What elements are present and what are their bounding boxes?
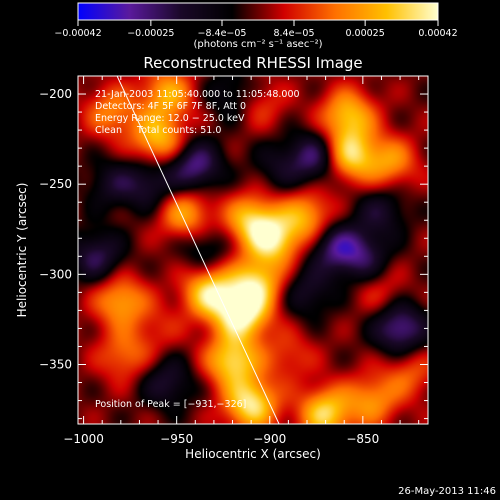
colorbar-tick-label: 8.4e−05 [273,28,314,39]
colorbar-tick-labels: −0.00042 −0.00025 −8.4e−05 8.4e−05 0.00025 0.… [54,28,457,39]
x-axis-label: Heliocentric X (arcsec) [185,447,321,461]
x-tick-label: −1000 [63,432,104,446]
colorbar-label: (photons cm⁻² s⁻¹ asec⁻²) [193,39,322,50]
y-tick-label: −300 [39,267,72,281]
colorbar-tick-label: −0.00042 [54,28,101,39]
x-tick-label: −950 [160,432,193,446]
colorbar-frame [77,2,439,21]
annotation-energy-range: Energy Range: 12.0 − 25.0 keV [95,113,245,124]
chart-title: Reconstructed RHESSI Image [143,54,362,72]
y-tick-label: −200 [39,87,72,101]
annotations: 21-Jan-2003 11:05:40.000 to 11:05:48.000… [95,89,300,410]
colorbar-ticks [77,2,439,26]
peak-position-label: Position of Peak = [−931,−326] [95,399,246,410]
heatmap-image [78,76,428,424]
x-tick-labels: −1000 −950 −900 −850 [63,432,379,446]
colorbar [78,3,438,20]
y-axis-label: Heliocentric Y (arcsec) [15,183,29,318]
y-tick-label: −250 [39,177,72,191]
solar-limb-line [116,76,280,424]
x-tick-label: −850 [346,432,379,446]
colorbar-tick-label: 0.00042 [418,28,457,39]
colorbar-tick-label: −8.4e−05 [198,28,247,39]
annotation-clean-counts: Clean Total counts: 51.0 [95,125,221,136]
axis-ticks [78,75,428,424]
footer-date: 26-May-2013 11:46 [398,486,496,497]
y-tick-label: −350 [39,357,72,371]
x-tick-label: −900 [253,432,286,446]
y-tick-labels: −200 −250 −300 −350 [39,87,72,371]
colorbar-tick-label: −0.00025 [127,28,174,39]
plot-frame [77,75,429,425]
annotation-time-range: 21-Jan-2003 11:05:40.000 to 11:05:48.000 [95,89,300,100]
annotation-detectors: Detectors: 4F 5F 6F 7F 8F, Att 0 [95,101,246,112]
colorbar-tick-label: 0.00025 [345,28,384,39]
